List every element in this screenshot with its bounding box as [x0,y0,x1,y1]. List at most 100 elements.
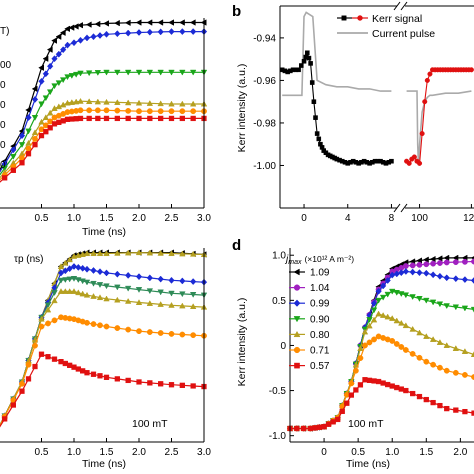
data-point-panel-d-6-17 [371,378,377,384]
data-point-b-0-12 [308,61,313,66]
legend-marker-b-0-b [357,15,363,21]
data-point-panel-c-5-18 [103,323,110,330]
legend-marker-d-3 [293,316,301,323]
data-point-panel-d-5-22 [393,341,400,347]
x-axis-label-c: Time (ns) [82,458,126,470]
data-point-panel-d-5-29 [437,364,443,371]
x-tick-label-panel-a-1: 1.0 [67,213,81,224]
data-point-panel-c-6-6 [38,351,45,357]
y-tick-label-panel-d-0: 1.0 [272,251,286,262]
data-point-panel-d-2-17 [370,299,378,307]
data-point-panel-a-3-25 [179,100,186,107]
data-point-panel-d-3-28 [429,299,437,306]
legend-title-d-unit: (×10¹² A m⁻²) [304,254,354,264]
data-point-panel-c-2-24 [168,276,175,284]
x-tick-label-panel-c-0: 0.5 [35,447,49,458]
data-point-panel-a-5-22 [147,115,153,122]
legend-label-d-5: 0.71 [310,346,330,357]
data-point-panel-a-5-15 [77,115,84,122]
data-point-panel-d-5-31 [452,369,459,376]
data-point-panel-a-4-17 [94,107,101,114]
data-point-panel-a-0-20 [124,19,131,27]
x-axis-label-a: Time (ns) [82,226,126,238]
data-point-panel-c-1-23 [157,249,164,256]
data-point-panel-c-2-12 [70,263,78,270]
data-point-panel-a-1-6 [38,77,45,85]
data-point-panel-a-2-4 [25,128,32,135]
data-point-panel-c-5-20 [125,326,132,333]
data-point-panel-a-1-16 [90,33,97,41]
data-point-panel-c-6-21 [136,379,142,385]
data-point-panel-a-0-16 [85,21,92,28]
data-point-panel-c-3-11 [66,276,73,283]
legend-title-d: jmax (×10¹² A m⁻²) [284,254,354,266]
data-point-panel-d-4-14 [357,345,364,351]
data-point-panel-d-5-15 [362,342,368,349]
data-point-panel-c-3-21 [135,287,143,293]
data-point-panel-c-4-12 [70,288,78,294]
data-point-panel-d-5-30 [443,367,450,374]
data-point-panel-d-5-23 [398,344,405,350]
data-point-panel-c-6-16 [90,371,97,377]
data-point-panel-d-6-14 [357,382,364,388]
data-point-panel-a-4-22 [146,108,153,115]
legend-title-d-j: j [284,254,289,265]
data-point-panel-d-0-27 [422,256,429,263]
data-point-panel-a-1-21 [135,29,143,36]
data-point-panel-a-0-15 [77,22,83,29]
data-point-panel-a-3-18 [103,98,110,105]
axes-b: -0.94 -0.96 -0.98 -1.00 0 4 8 100 120 [253,1,474,224]
data-point-panel-c-6-12 [71,364,77,370]
data-point-panel-a-2-15 [77,70,84,77]
data-point-panel-c-1-12 [70,252,78,259]
data-point-panel-d-4-29 [436,339,444,345]
data-point-panel-a-3-15 [77,97,84,104]
data-point-panel-a-5-7 [43,129,49,135]
data-point-panel-c-6-17 [97,373,103,379]
data-point-panel-c-5-5 [32,342,38,349]
series-line-b-3 [406,90,472,166]
data-point-panel-d-6-27 [423,396,429,403]
series-layer-c [0,249,208,428]
data-point-panel-c-5-8 [51,317,58,324]
data-point-panel-a-5-20 [125,115,131,122]
data-point-panel-d-6-7 [325,421,332,427]
data-point-panel-d-0-29 [436,255,443,262]
data-point-panel-a-0-11 [59,29,66,37]
data-point-b-0-15 [313,115,318,120]
data-point-panel-d-6-21 [389,383,395,389]
data-point-panel-c-4-6 [38,315,45,322]
data-point-panel-a-2-9 [51,83,58,90]
data-point-panel-a-1-5 [31,95,39,103]
data-point-panel-a-4-23 [157,108,164,115]
data-point-panel-a-1-4 [25,114,32,121]
data-point-panel-d-6-13 [353,387,359,393]
data-point-panel-d-2-18 [375,287,382,295]
data-point-panel-c-5-25 [179,331,186,338]
data-point-panel-a-3-5 [31,129,39,136]
data-point-panel-d-4-24 [402,322,410,329]
data-point-panel-a-5-6 [38,132,45,139]
data-point-panel-c-6-9 [58,358,64,365]
data-point-panel-a-3-16 [85,98,93,105]
data-point-panel-c-3-18 [103,283,110,290]
data-point-panel-d-5-28 [430,361,437,368]
data-point-panel-a-2-12 [64,74,71,81]
data-point-panel-d-4-28 [429,336,437,342]
data-point-panel-a-5-13 [69,116,75,122]
data-point-panel-a-4-16 [86,107,93,114]
data-point-panel-a-3-11 [59,101,67,108]
y-tick-label-panel-d-2: 0 [280,341,286,352]
data-point-panel-d-1-28 [430,260,437,267]
legend-label-d-3: 0.90 [310,314,330,325]
data-point-panel-c-1-11 [66,256,73,263]
data-point-panel-a-2-13 [68,73,76,79]
data-point-panel-c-1-22 [146,249,154,256]
data-point-panel-d-2-30 [443,274,450,282]
data-point-b-0-13 [309,80,315,85]
series-layer-d [286,254,474,432]
data-point-panel-c-5-21 [136,328,142,335]
data-point-b-0-46 [389,158,394,164]
data-point-panel-d-4-25 [409,325,416,332]
x-tick-label-b-1: 4 [345,213,351,224]
